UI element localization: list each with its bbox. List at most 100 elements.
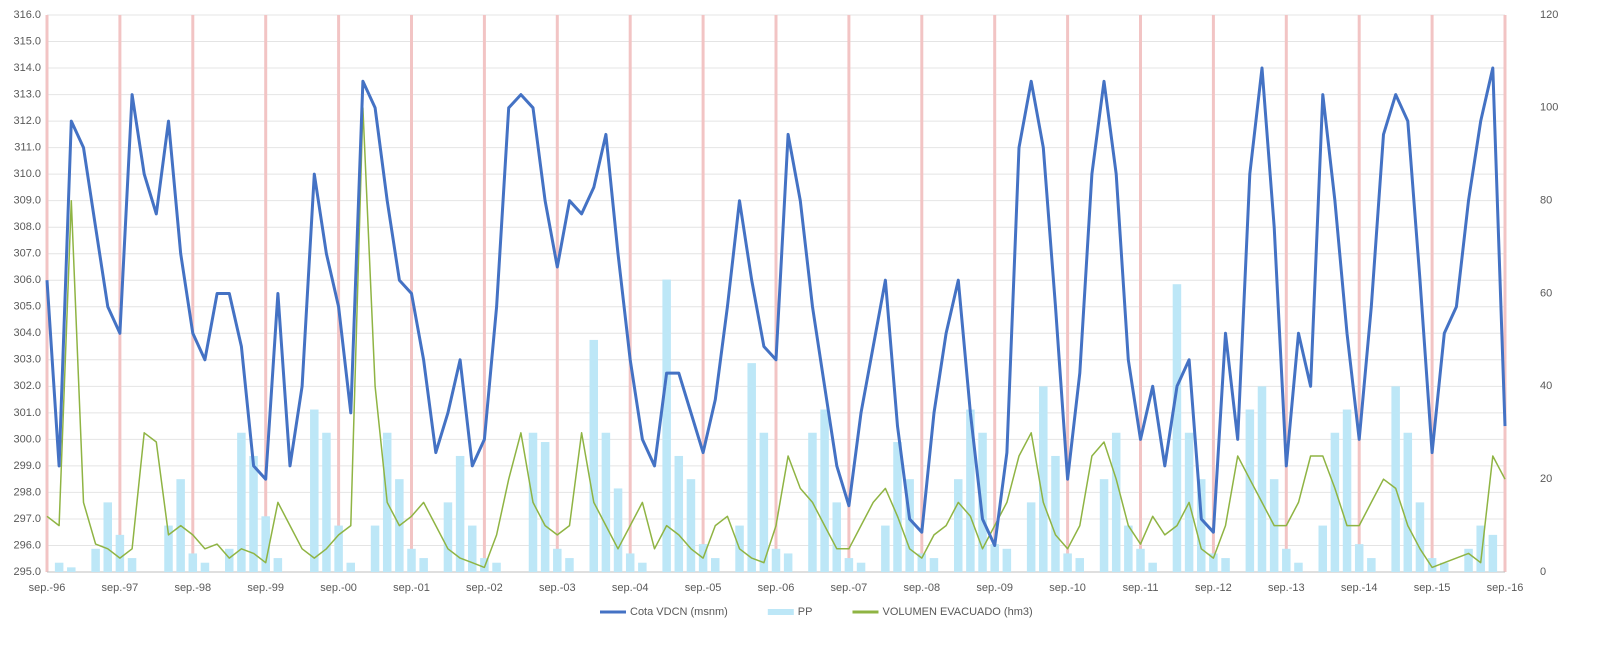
legend-label: Cota VDCN (msnm) bbox=[630, 606, 728, 618]
y-tick-label: 312.0 bbox=[13, 115, 41, 127]
y-tick-label: 314.0 bbox=[13, 62, 41, 74]
bar bbox=[1075, 558, 1085, 572]
bar bbox=[1026, 502, 1036, 572]
bar bbox=[1221, 558, 1230, 572]
y-tick-label: 313.0 bbox=[13, 88, 41, 100]
bar bbox=[1099, 479, 1109, 572]
bar bbox=[990, 544, 999, 572]
x-tick-label: sep.-07 bbox=[831, 582, 868, 594]
bar bbox=[1124, 525, 1133, 572]
bar bbox=[540, 442, 550, 572]
x-tick-label: sep.-06 bbox=[758, 582, 795, 594]
bar bbox=[273, 558, 283, 572]
bar bbox=[905, 479, 914, 572]
bar bbox=[613, 488, 623, 572]
x-tick-label: sep.-05 bbox=[685, 582, 722, 594]
x-tick-label: sep.-03 bbox=[539, 582, 576, 594]
legend-label: VOLUMEN EVACUADO (hm3) bbox=[882, 606, 1032, 618]
bar bbox=[407, 548, 416, 572]
bar bbox=[978, 432, 987, 572]
bar bbox=[1257, 386, 1267, 572]
x-tick-label: sep.-04 bbox=[612, 582, 649, 594]
x-tick-label: sep.-97 bbox=[102, 582, 139, 594]
bar bbox=[1439, 562, 1449, 572]
y-tick-label: 305.0 bbox=[13, 301, 41, 313]
bar bbox=[67, 567, 76, 572]
y-tick-label: 301.0 bbox=[13, 407, 41, 419]
line bbox=[45, 66, 1507, 547]
y-tick-label: 310.0 bbox=[13, 168, 41, 180]
bar bbox=[1342, 409, 1352, 572]
bar bbox=[771, 548, 781, 572]
bar bbox=[322, 432, 331, 572]
bar bbox=[1111, 432, 1121, 572]
y-tick-label: 302.0 bbox=[13, 380, 41, 392]
bar bbox=[589, 339, 599, 572]
bar bbox=[370, 525, 380, 572]
y-tick-label: 299.0 bbox=[13, 460, 41, 472]
x-tick-label: sep.-01 bbox=[393, 582, 430, 594]
bar bbox=[127, 558, 137, 572]
bar bbox=[1488, 534, 1498, 572]
bar bbox=[893, 442, 902, 572]
bar bbox=[1391, 386, 1400, 572]
bar bbox=[91, 548, 100, 572]
bar bbox=[480, 558, 489, 572]
bar bbox=[783, 553, 793, 572]
bar bbox=[1415, 502, 1425, 572]
y-tick-label: 295.0 bbox=[13, 566, 41, 578]
bar bbox=[1051, 455, 1060, 572]
bar bbox=[1367, 558, 1376, 572]
bar bbox=[747, 363, 756, 572]
bar bbox=[929, 558, 939, 572]
bar bbox=[1354, 544, 1364, 572]
bar bbox=[832, 502, 842, 572]
bar bbox=[565, 558, 574, 572]
y-tick-label: 298.0 bbox=[13, 486, 41, 498]
x-tick-label: sep.-15 bbox=[1414, 582, 1451, 594]
bar bbox=[492, 562, 501, 572]
x-tick-label: sep.-96 bbox=[29, 582, 66, 594]
y-tick-label: 309.0 bbox=[13, 195, 41, 207]
bar bbox=[419, 558, 428, 572]
bar bbox=[625, 553, 635, 572]
x-tick-label: sep.-14 bbox=[1341, 582, 1378, 594]
bar bbox=[553, 548, 562, 572]
bar bbox=[966, 409, 975, 572]
y-tick-label: 315.0 bbox=[13, 35, 41, 47]
bar bbox=[881, 525, 890, 572]
bar bbox=[1427, 558, 1437, 572]
x-tick-label: sep.-10 bbox=[1049, 582, 1086, 594]
bar bbox=[455, 455, 465, 572]
bar bbox=[686, 479, 696, 572]
x-tick-label: sep.-16 bbox=[1487, 582, 1524, 594]
y2-tick-label: 60 bbox=[1540, 287, 1552, 299]
bar bbox=[310, 409, 319, 572]
y-tick-label: 300.0 bbox=[13, 433, 41, 445]
x-tick-label: sep.-12 bbox=[1195, 582, 1232, 594]
x-tick-label: sep.-09 bbox=[976, 582, 1013, 594]
bar bbox=[237, 432, 246, 572]
bar bbox=[662, 279, 671, 572]
bar bbox=[601, 432, 611, 572]
x-tick-label: sep.-11 bbox=[1123, 582, 1159, 594]
bar bbox=[1002, 548, 1012, 572]
bar bbox=[249, 455, 258, 572]
y2-tick-label: 80 bbox=[1540, 195, 1552, 207]
bar bbox=[1063, 553, 1072, 572]
y2-tick-label: 40 bbox=[1540, 380, 1552, 392]
bar bbox=[1476, 525, 1485, 572]
y2-tick-label: 20 bbox=[1540, 473, 1552, 485]
line bbox=[46, 107, 1506, 569]
bar bbox=[820, 409, 829, 572]
bar bbox=[1294, 562, 1303, 572]
x-tick-label: sep.-02 bbox=[466, 582, 503, 594]
y-tick-label: 307.0 bbox=[13, 248, 41, 260]
bar bbox=[1148, 562, 1157, 572]
bar bbox=[917, 553, 927, 572]
y-tick-label: 297.0 bbox=[13, 513, 41, 525]
y-tick-label: 311.0 bbox=[14, 142, 41, 154]
bar bbox=[710, 558, 720, 572]
bar bbox=[953, 479, 963, 572]
